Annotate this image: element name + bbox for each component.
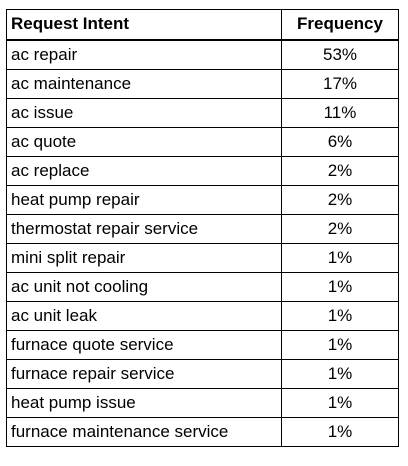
intent-cell: heat pump issue	[6, 387, 282, 418]
header-row: Request Intent Frequency	[6, 9, 399, 41]
table-row: ac issue 11%	[6, 97, 399, 128]
intent-cell: ac replace	[6, 155, 282, 186]
intent-cell: furnace quote service	[6, 329, 282, 360]
table-row: furnace repair service 1%	[6, 358, 399, 389]
frequency-cell: 11%	[281, 97, 399, 128]
intent-cell: furnace maintenance service	[6, 416, 282, 447]
frequency-cell: 2%	[281, 213, 399, 244]
table-row: ac unit leak 1%	[6, 300, 399, 331]
table-row: thermostat repair service 2%	[6, 213, 399, 244]
table-row: heat pump repair 2%	[6, 184, 399, 215]
frequency-cell: 2%	[281, 155, 399, 186]
table-row: ac replace 2%	[6, 155, 399, 186]
table-row: ac maintenance 17%	[6, 68, 399, 99]
intent-cell: mini split repair	[6, 242, 282, 273]
frequency-cell: 1%	[281, 358, 399, 389]
intent-cell: thermostat repair service	[6, 213, 282, 244]
frequency-cell: 2%	[281, 184, 399, 215]
request-intent-table: Request Intent Frequency ac repair 53% a…	[6, 9, 399, 447]
intent-cell: ac maintenance	[6, 68, 282, 99]
header-frequency: Frequency	[281, 9, 399, 41]
frequency-cell: 17%	[281, 68, 399, 99]
intent-cell: furnace repair service	[6, 358, 282, 389]
intent-cell: ac repair	[6, 39, 282, 70]
intent-cell: ac unit not cooling	[6, 271, 282, 302]
frequency-cell: 1%	[281, 387, 399, 418]
frequency-cell: 1%	[281, 242, 399, 273]
intent-cell: heat pump repair	[6, 184, 282, 215]
frequency-cell: 1%	[281, 271, 399, 302]
frequency-cell: 53%	[281, 39, 399, 70]
table-row: mini split repair 1%	[6, 242, 399, 273]
table-row: ac quote 6%	[6, 126, 399, 157]
intent-cell: ac unit leak	[6, 300, 282, 331]
intent-cell: ac issue	[6, 97, 282, 128]
frequency-cell: 6%	[281, 126, 399, 157]
frequency-cell: 1%	[281, 300, 399, 331]
table-row: ac repair 53%	[6, 39, 399, 70]
intent-cell: ac quote	[6, 126, 282, 157]
header-request-intent: Request Intent	[6, 9, 282, 41]
frequency-cell: 1%	[281, 329, 399, 360]
table-row: furnace quote service 1%	[6, 329, 399, 360]
table-row: heat pump issue 1%	[6, 387, 399, 418]
frequency-cell: 1%	[281, 416, 399, 447]
table-row: furnace maintenance service 1%	[6, 416, 399, 447]
table-row: ac unit not cooling 1%	[6, 271, 399, 302]
